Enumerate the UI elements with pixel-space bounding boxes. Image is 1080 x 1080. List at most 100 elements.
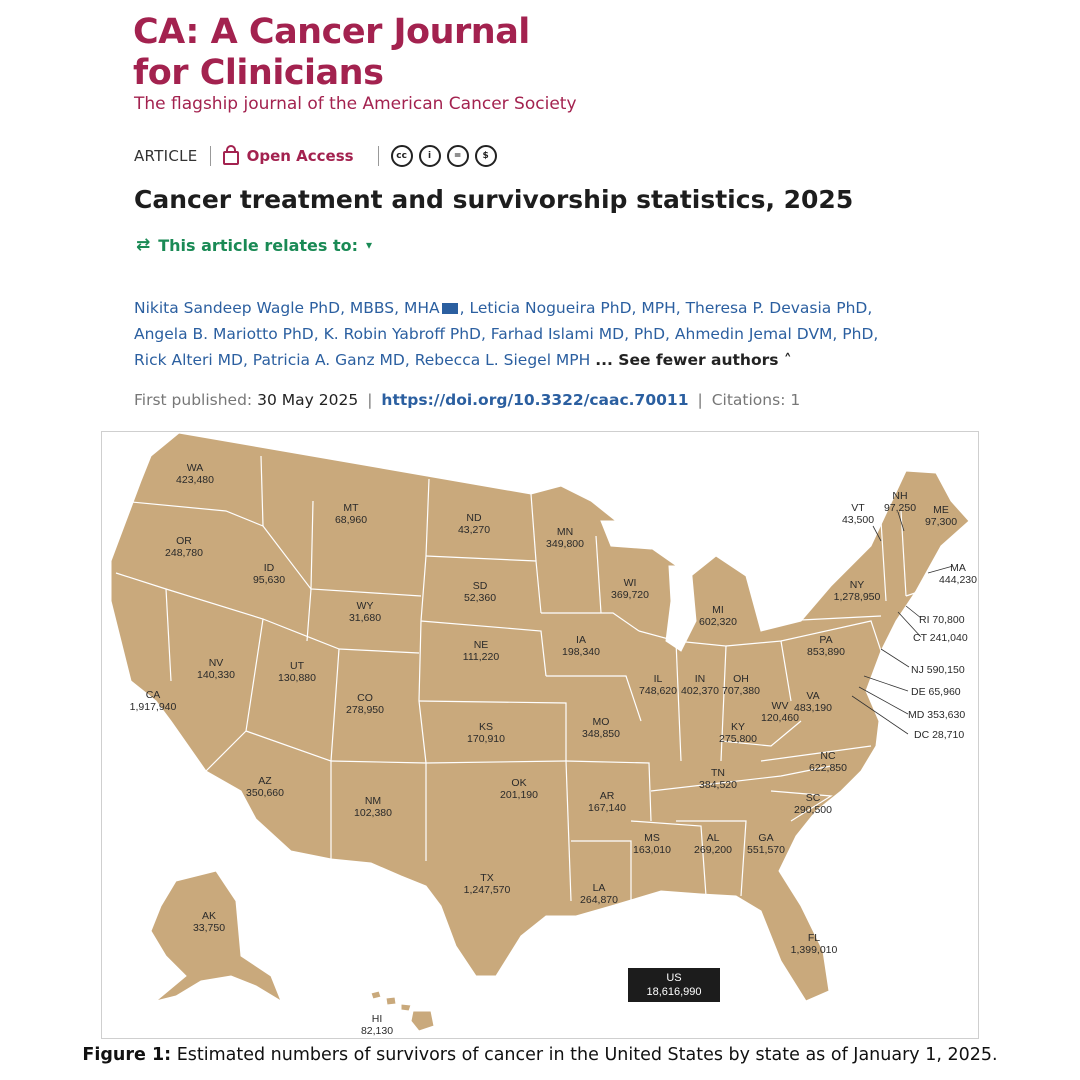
state-label-va: VA 483,190: [794, 690, 832, 714]
callout-label-nj: NJ 590,150: [911, 664, 965, 676]
state-label-or: OR 248,780: [165, 535, 203, 559]
article-title: Cancer treatment and survivorship statis…: [134, 185, 854, 214]
state-label-ca: CA 1,917,940: [130, 689, 177, 713]
author-link[interactable]: Angela B. Mariotto PhD, K. Robin Yabroff…: [134, 325, 879, 343]
lake-superior-shape: [600, 520, 703, 550]
state-label-in: IN 402,370: [681, 673, 719, 697]
lake-michigan-shape: [665, 565, 697, 652]
state-label-mn: MN 349,800: [546, 526, 584, 550]
state-label-ak: AK 33,750: [193, 910, 225, 934]
citations-link[interactable]: Citations: 1: [711, 391, 801, 409]
license-icons[interactable]: cc i = $: [390, 145, 497, 167]
state-label-ut: UT 130,880: [278, 660, 316, 684]
us-total-label: US: [666, 972, 682, 984]
us-total-value: 18,616,990: [646, 986, 702, 998]
figure-caption-text: Estimated numbers of survivors of cancer…: [176, 1045, 998, 1065]
hawaii-shape: [370, 990, 435, 1032]
doi-link[interactable]: https://doi.org/10.3322/caac.70011: [381, 391, 689, 409]
state-label-mi: MI 602,320: [699, 604, 737, 628]
state-label-tn: TN 384,520: [699, 767, 737, 791]
state-label-ga: GA 551,570: [747, 832, 785, 856]
state-label-hi: HI 82,130: [361, 1013, 393, 1037]
state-label-mt: MT 68,960: [335, 502, 367, 526]
callout-label-ct: CT 241,040: [913, 632, 968, 644]
state-label-ia: IA 198,340: [562, 634, 600, 658]
state-label-ny: NY 1,278,950: [834, 579, 881, 603]
publication-info: First published: 30 May 2025 | https://d…: [134, 391, 800, 409]
state-label-ms: MS 163,010: [633, 832, 671, 856]
state-labels: WA 423,480 OR 248,780 CA 1,917,940 NV 140,330 ID…: [130, 462, 977, 1037]
state-label-al: AL 269,200: [694, 832, 732, 856]
divider: |: [367, 391, 373, 409]
state-label-wa: WA 423,480: [176, 462, 214, 486]
journal-tagline: The flagship journal of the American Can…: [134, 94, 577, 114]
state-label-la: LA 264,870: [580, 882, 618, 906]
state-label-ky: KY 275,800: [719, 721, 757, 745]
state-label-vt: VT 43,500: [842, 502, 874, 526]
callout-label-ri: RI 70,800: [919, 614, 965, 626]
divider: |: [697, 391, 703, 409]
state-label-id: ID 95,630: [253, 562, 285, 586]
cc-icon: cc: [390, 145, 413, 167]
relates-icon: ⇄: [136, 235, 151, 255]
state-label-me: ME 97,300: [925, 504, 957, 528]
state-label-pa: PA 853,890: [807, 634, 845, 658]
state-label-mo: MO 348,850: [582, 716, 620, 740]
figure-label: Figure 1:: [82, 1045, 172, 1065]
state-label-il: IL 748,620: [639, 673, 677, 697]
state-label-az: AZ 350,660: [246, 775, 284, 799]
state-label-ok: OK 201,190: [500, 777, 538, 801]
alaska-shape: [150, 870, 283, 1003]
callout-label-de: DE 65,960: [911, 686, 961, 698]
open-access-link[interactable]: Open Access: [246, 147, 354, 165]
state-label-ne: NE 111,220: [463, 639, 500, 663]
state-borders: [115, 455, 952, 902]
chevron-down-icon: ▾: [366, 238, 373, 252]
state-label-nc: NC 622,850: [809, 750, 847, 774]
state-label-fl: FL 1,399,010: [791, 932, 838, 956]
callout-label-md: MD 353,630: [908, 709, 965, 721]
nc-icon: $: [474, 145, 497, 167]
author-link[interactable]: Rick Alteri MD, Patricia A. Ganz MD, Reb…: [134, 351, 591, 369]
state-label-sc: SC 290,500: [794, 792, 832, 816]
divider: [377, 146, 379, 166]
article-type: ARTICLE: [134, 147, 198, 165]
map-landmass: [110, 432, 970, 1032]
state-label-sd: SD 52,360: [464, 580, 496, 604]
divider: [209, 146, 211, 166]
us-total-box: US 18,616,990: [628, 968, 720, 1002]
state-label-wv: WV 120,460: [761, 700, 799, 724]
first-published-date: 30 May 2025: [257, 391, 359, 409]
see-fewer-authors-button[interactable]: ... See fewer authors ˄: [595, 351, 792, 369]
mail-icon[interactable]: [441, 303, 458, 314]
state-label-nh: NH 97,250: [884, 490, 916, 514]
relates-toggle[interactable]: ⇄ This article relates to: ▾: [136, 235, 372, 255]
article-meta-row: ARTICLE Open Access cc i = $: [134, 144, 497, 168]
state-label-wy: WY 31,680: [349, 600, 381, 624]
state-label-co: CO 278,950: [346, 692, 384, 716]
state-label-ks: KS 170,910: [467, 721, 505, 745]
author-link[interactable]: Nikita Sandeep Wagle PhD, MBBS, MHA: [134, 299, 440, 317]
figure-caption: Figure 1: Estimated numbers of survivors…: [0, 1045, 1080, 1065]
author-list: Nikita Sandeep Wagle PhD, MBBS, MHA , Let…: [134, 295, 964, 373]
journal-title[interactable]: CA: A Cancer Journal for Clinicians: [133, 12, 530, 93]
state-label-oh: OH 707,380: [722, 673, 760, 697]
state-label-nm: NM 102,380: [354, 795, 392, 819]
state-label-wi: WI 369,720: [611, 577, 649, 601]
lock-open-icon: [222, 145, 239, 165]
state-label-ar: AR 167,140: [588, 790, 626, 814]
callout-lines: [851, 511, 954, 735]
by-icon: i: [418, 145, 441, 167]
callout-label-dc: DC 28,710: [914, 729, 964, 741]
chevron-up-icon: ˄: [783, 351, 792, 369]
state-label-ma: MA 444,230: [939, 562, 977, 586]
first-published-label: First published:: [134, 391, 253, 409]
state-label-nd: ND 43,270: [458, 512, 490, 536]
survivor-map: WA 423,480 OR 248,780 CA 1,917,940 NV 140,330 ID…: [101, 431, 979, 1039]
callout-labels: RI 70,800 CT 241,040 NJ 590,150 DE 65,960 MD…: [908, 614, 968, 741]
relates-label: This article relates to:: [158, 235, 358, 255]
nd-icon: =: [446, 145, 469, 167]
state-label-tx: TX 1,247,570: [464, 872, 511, 896]
us-map-svg: WA 423,480 OR 248,780 CA 1,917,940 NV 140,330 ID…: [110, 432, 977, 1037]
author-link[interactable]: , Leticia Nogueira PhD, MPH, Theresa P. …: [459, 299, 873, 317]
